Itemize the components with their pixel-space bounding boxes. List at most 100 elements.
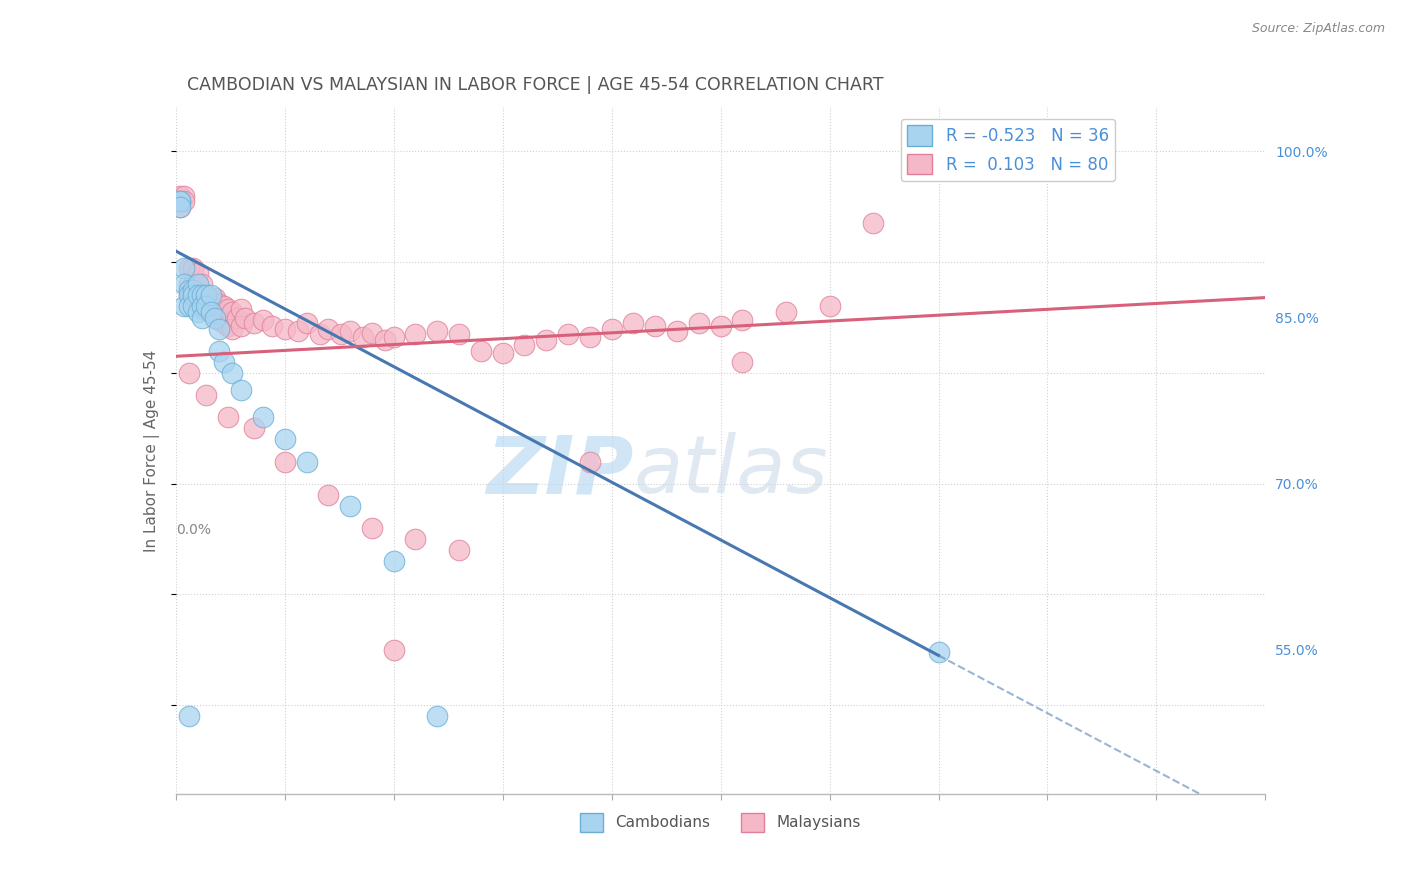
Point [177, 260, 200, 275]
Point [200, 305, 222, 319]
Point [318, 488, 340, 502]
Point [287, 324, 309, 338]
Text: atlas: atlas [633, 432, 828, 510]
Point [181, 288, 204, 302]
Point [186, 293, 209, 308]
Point [204, 310, 226, 325]
Point [191, 288, 214, 302]
Point [360, 326, 382, 340]
Point [231, 301, 253, 316]
Point [169, 188, 191, 202]
Point [243, 421, 266, 435]
Point [177, 288, 200, 302]
Point [579, 454, 602, 468]
Point [775, 305, 797, 319]
Point [200, 288, 222, 302]
Point [221, 305, 243, 319]
Point [330, 327, 353, 342]
Point [274, 454, 297, 468]
Point [191, 288, 214, 302]
Point [195, 301, 218, 316]
Point [212, 300, 235, 314]
Text: ZIP: ZIP [486, 432, 633, 510]
Point [186, 277, 209, 292]
Point [710, 319, 733, 334]
Point [195, 300, 218, 314]
Point [579, 330, 602, 344]
Y-axis label: In Labor Force | Age 45-54: In Labor Force | Age 45-54 [143, 350, 160, 551]
Point [231, 383, 253, 397]
Point [173, 260, 195, 275]
Point [186, 288, 209, 302]
Point [204, 308, 226, 322]
Point [447, 543, 470, 558]
Point [177, 277, 200, 292]
Point [177, 366, 200, 380]
Point [177, 709, 200, 723]
Point [339, 324, 361, 338]
Point [260, 319, 283, 334]
Point [177, 283, 200, 297]
Point [208, 343, 231, 358]
Point [470, 343, 492, 358]
Point [195, 288, 218, 302]
Point [308, 327, 330, 342]
Point [169, 194, 191, 209]
Point [186, 266, 209, 280]
Text: Source: ZipAtlas.com: Source: ZipAtlas.com [1251, 22, 1385, 36]
Point [177, 300, 200, 314]
Point [200, 291, 222, 305]
Point [405, 532, 427, 546]
Point [382, 643, 405, 657]
Point [169, 194, 191, 209]
Point [173, 188, 195, 202]
Point [208, 312, 231, 326]
Point [231, 319, 253, 334]
Point [252, 410, 274, 425]
Point [688, 316, 710, 330]
Point [243, 316, 266, 330]
Point [181, 288, 204, 302]
Point [374, 333, 396, 347]
Point [274, 433, 297, 447]
Point [217, 319, 239, 334]
Point [200, 305, 222, 319]
Point [235, 310, 257, 325]
Point [191, 310, 214, 325]
Point [212, 355, 235, 369]
Point [447, 327, 470, 342]
Point [173, 277, 195, 292]
Point [191, 301, 214, 316]
Point [221, 321, 243, 335]
Point [360, 521, 382, 535]
Point [221, 366, 243, 380]
Point [513, 338, 536, 352]
Point [666, 324, 689, 338]
Point [169, 200, 191, 214]
Point [382, 330, 405, 344]
Point [557, 327, 579, 342]
Point [295, 454, 318, 468]
Point [492, 346, 515, 360]
Point [177, 288, 200, 302]
Point [1036, 145, 1059, 159]
Point [731, 355, 754, 369]
Point [318, 321, 340, 335]
Point [426, 324, 449, 338]
Point [186, 305, 209, 319]
Point [731, 312, 754, 326]
Point [217, 410, 239, 425]
Point [295, 316, 318, 330]
Legend: Cambodians, Malaysians: Cambodians, Malaysians [575, 807, 866, 838]
Text: CAMBODIAN VS MALAYSIAN IN LABOR FORCE | AGE 45-54 CORRELATION CHART: CAMBODIAN VS MALAYSIAN IN LABOR FORCE | … [187, 77, 883, 95]
Point [352, 330, 374, 344]
Point [173, 194, 195, 209]
Point [181, 283, 204, 297]
Point [252, 312, 274, 326]
Point [426, 709, 449, 723]
Point [217, 301, 239, 316]
Point [208, 321, 231, 335]
Point [339, 499, 361, 513]
Point [212, 316, 235, 330]
Point [195, 288, 218, 302]
